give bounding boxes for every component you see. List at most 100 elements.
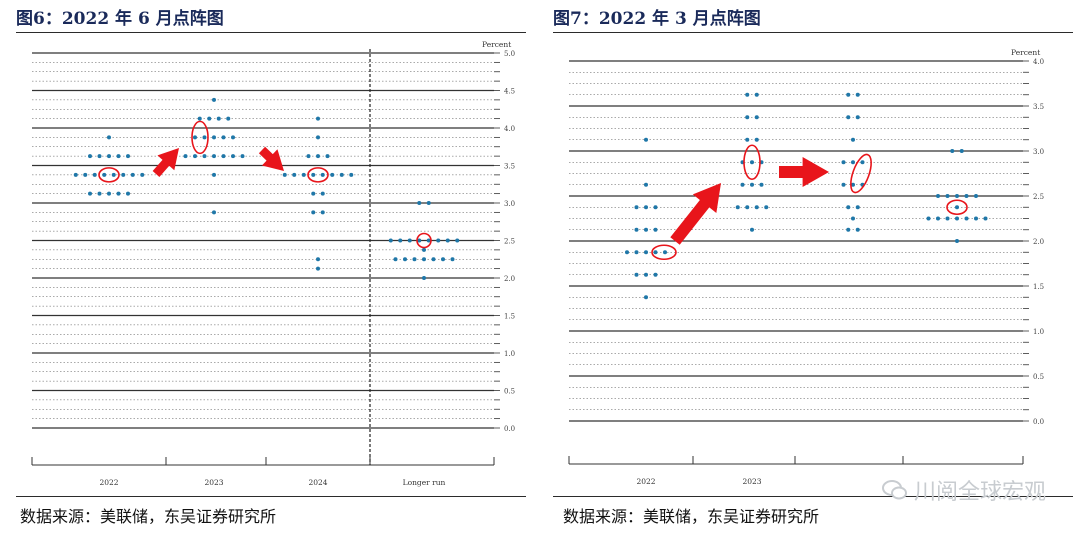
dot-2024 bbox=[316, 257, 320, 262]
dot-longer-run bbox=[422, 257, 426, 262]
y-tick-label: 2.0 bbox=[1033, 238, 1044, 246]
dot-2022 bbox=[126, 154, 130, 159]
median-highlight bbox=[850, 153, 872, 194]
y-tick-label: 2.5 bbox=[1033, 193, 1044, 201]
dot-2023 bbox=[212, 97, 216, 102]
dot-2023 bbox=[212, 154, 216, 159]
dot-2022 bbox=[102, 172, 107, 177]
dot-2022 bbox=[634, 250, 639, 255]
dot-2022 bbox=[625, 250, 629, 255]
median-highlight bbox=[946, 199, 968, 216]
y-tick-label: 3.0 bbox=[504, 200, 515, 208]
dot-longer-run bbox=[422, 276, 426, 280]
dot-2022 bbox=[653, 250, 658, 255]
dot-2024 bbox=[282, 172, 287, 177]
dot-longer-run bbox=[417, 238, 422, 243]
dot-2024 bbox=[846, 205, 851, 210]
dot-2023 bbox=[221, 154, 226, 159]
dot-2024 bbox=[841, 182, 846, 187]
y-tick-label: 4.5 bbox=[504, 88, 515, 96]
dot-longer-run bbox=[388, 238, 393, 243]
dot-longer-run bbox=[926, 216, 931, 221]
dot-2023 bbox=[221, 135, 226, 140]
dot-2024 bbox=[855, 92, 860, 97]
dot-longer-run bbox=[950, 149, 955, 153]
dot-2023 bbox=[754, 137, 759, 142]
dot-2023 bbox=[193, 154, 197, 159]
dot-longer-run bbox=[955, 216, 959, 221]
y-tick-label: 1.0 bbox=[504, 350, 515, 358]
dot-2023 bbox=[212, 135, 216, 140]
dot-longer-run bbox=[955, 239, 959, 243]
dot-longer-run bbox=[407, 238, 412, 243]
dot-2024 bbox=[846, 115, 851, 120]
dot-longer-run bbox=[955, 194, 959, 198]
dot-2023 bbox=[745, 92, 750, 97]
y-tick-label: 5.0 bbox=[504, 50, 515, 58]
right-panel: 图7：2022 年 3 月点阵图 0.0 0.5 1.0 1.5 2.0 2.5 3.0 3.… bbox=[553, 0, 1073, 534]
dot-longer-run bbox=[426, 201, 431, 205]
dot-2023 bbox=[212, 172, 216, 177]
dot-longer-run bbox=[422, 247, 426, 252]
dot-2023 bbox=[197, 116, 202, 121]
dot-2023 bbox=[750, 227, 754, 232]
y-tick-label: 2.5 bbox=[504, 238, 515, 246]
dot-2022 bbox=[634, 205, 639, 210]
dot-longer-run bbox=[426, 238, 431, 243]
dot-2022 bbox=[634, 272, 639, 277]
y-tick-label: 3.5 bbox=[1033, 103, 1044, 111]
dot-2023 bbox=[216, 116, 221, 121]
dot-2023 bbox=[231, 135, 235, 140]
dot-2022 bbox=[644, 272, 648, 277]
dot-longer-run bbox=[441, 257, 445, 262]
dot-longer-run bbox=[974, 194, 978, 198]
right-bottom-rule bbox=[553, 496, 1073, 497]
left-chart-frame: 0.0 0.5 1.0 1.5 2.0 2.5 3.0 3.5 4.0 4.5 5.0 Percent… bbox=[16, 38, 526, 492]
dot-2022 bbox=[97, 191, 102, 196]
left-source-note: 数据来源：美联储，东吴证券研究所 bbox=[20, 507, 277, 526]
dot-2024 bbox=[846, 227, 851, 232]
dot-2022 bbox=[116, 191, 121, 196]
dot-longer-run bbox=[450, 257, 455, 262]
dot-2022 bbox=[663, 250, 667, 255]
y-tick-label: 0.0 bbox=[504, 425, 515, 433]
dot-longer-run bbox=[412, 257, 417, 262]
y-tick-label: 0.5 bbox=[1033, 373, 1044, 381]
y-tick-label: 1.5 bbox=[1033, 283, 1044, 291]
y-tick-label: 2.0 bbox=[504, 275, 515, 283]
median-highlight bbox=[651, 244, 677, 261]
dot-2022 bbox=[111, 172, 116, 177]
dot-2022 bbox=[644, 227, 648, 232]
dot-longer-run bbox=[445, 238, 450, 243]
dot-longer-run bbox=[983, 216, 988, 221]
dot-2023 bbox=[202, 135, 207, 140]
dot-2023 bbox=[207, 116, 212, 121]
y-unit-label: Percent bbox=[482, 40, 511, 49]
dot-2022 bbox=[644, 205, 648, 210]
dot-2024 bbox=[325, 154, 330, 159]
dot-2022 bbox=[126, 191, 130, 196]
dot-2023 bbox=[754, 115, 759, 120]
dot-2023 bbox=[231, 154, 235, 159]
dot-longer-run bbox=[417, 201, 422, 205]
dot-2022 bbox=[92, 172, 97, 177]
dot-2023 bbox=[754, 205, 759, 210]
median-highlight bbox=[98, 167, 120, 183]
dot-2024 bbox=[855, 227, 860, 232]
dot-2022 bbox=[644, 295, 648, 300]
dot-2023 bbox=[750, 182, 754, 187]
dot-longer-run bbox=[945, 194, 950, 198]
dot-2022 bbox=[73, 172, 78, 177]
dot-2024 bbox=[311, 210, 316, 215]
dot-2022 bbox=[644, 250, 648, 255]
dot-longer-run bbox=[964, 216, 969, 221]
dot-2023 bbox=[754, 92, 759, 97]
median-highlight bbox=[191, 120, 209, 155]
dot-2024 bbox=[320, 172, 325, 177]
dot-2022 bbox=[653, 227, 658, 232]
dot-longer-run bbox=[945, 216, 950, 221]
dot-2024 bbox=[851, 137, 855, 142]
dot-2024 bbox=[316, 154, 320, 159]
dot-longer-run bbox=[403, 257, 407, 262]
dot-2022 bbox=[653, 272, 658, 277]
